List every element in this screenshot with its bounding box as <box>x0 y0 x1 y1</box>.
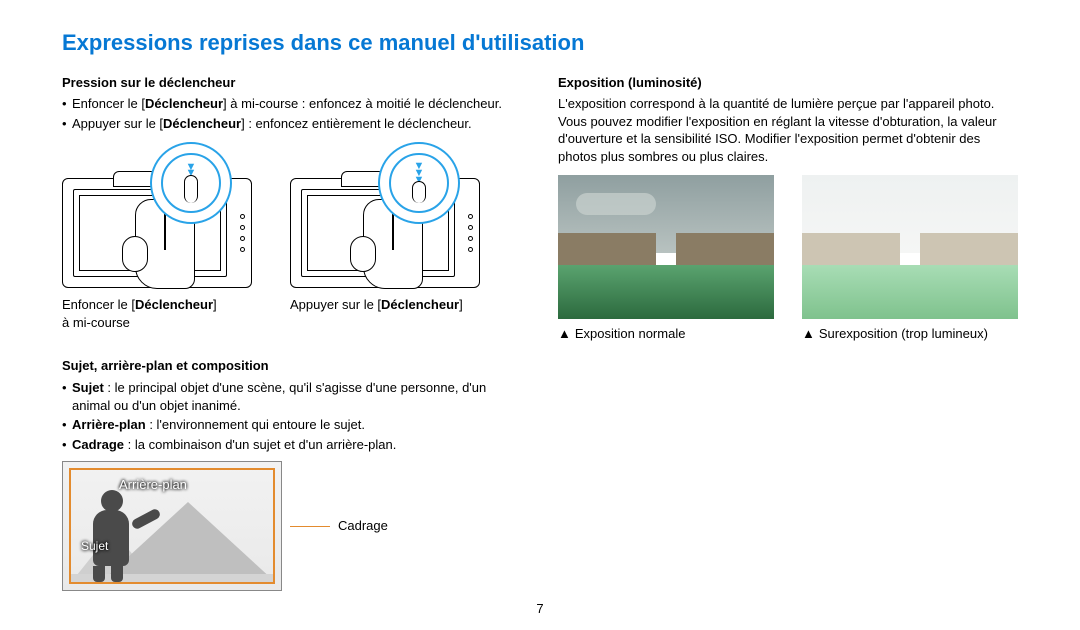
label-sujet: Sujet <box>81 538 108 554</box>
text: ] <box>213 297 217 312</box>
bold: Déclencheur <box>145 96 223 111</box>
comp-item-cadrage: Cadrage : la combinaison d'un sujet et d… <box>62 436 518 454</box>
page: Expressions reprises dans ce manuel d'ut… <box>0 0 1080 630</box>
composition-image: Arrière-plan Sujet <box>62 461 282 591</box>
text: ] à mi-course : enfoncez à moitié le déc… <box>223 96 502 111</box>
caption-normal: ▲ Exposition normale <box>558 325 774 343</box>
text: Enfoncer le [ <box>62 297 135 312</box>
text: Enfoncer le [ <box>72 96 145 111</box>
text: ] : enfoncez entièrement le déclencheur. <box>241 116 472 131</box>
triangle-icon: ▲ <box>802 325 815 343</box>
text: : le principal objet d'une scène, qu'il … <box>72 380 486 413</box>
bold: Sujet <box>72 380 104 395</box>
exposure-images: ▲ Exposition normale ▲ Surexposition (trop… <box>558 175 1018 343</box>
shutter-heading: Pression sur le déclencheur <box>62 74 518 92</box>
highlight-circle-icon: ▼▼ <box>150 142 232 224</box>
right-column: Exposition (luminosité) L'exposition cor… <box>558 74 1018 610</box>
left-column: Pression sur le déclencheur Enfoncer le … <box>62 74 518 610</box>
highlight-circle-icon: ▼▼▼ <box>378 142 460 224</box>
text: Appuyer sur le [ <box>290 297 381 312</box>
exposure-heading: Exposition (luminosité) <box>558 74 1018 92</box>
text: Surexposition (trop lumineux) <box>819 326 988 341</box>
caption-full: Appuyer sur le [Déclencheur] <box>290 296 490 314</box>
text: Appuyer sur le [ <box>72 116 163 131</box>
leader-line-icon <box>290 526 330 527</box>
camera-figure-full: ▼▼▼ Appuyer sur le [Déclencheur] <box>290 142 490 331</box>
caption-half: Enfoncer le [Déclencheur] à mi-course <box>62 296 262 331</box>
text: : l'environnement qui entoure le sujet. <box>146 417 365 432</box>
comp-item-sujet: Sujet : le principal objet d'une scène, … <box>62 379 518 414</box>
composition-section: Sujet, arrière-plan et composition Sujet… <box>62 357 518 591</box>
label-cadrage: Cadrage <box>338 517 388 535</box>
text: à mi-course <box>62 315 130 330</box>
label-arriere-plan: Arrière-plan <box>119 476 187 494</box>
camera-figures: ▼▼ Enfoncer le [Déclencheur] à mi-course <box>62 142 518 331</box>
comp-list: Sujet : le principal objet d'une scène, … <box>62 379 518 453</box>
camera-illustration: ▼▼▼ <box>290 142 490 292</box>
photo-normal <box>558 175 774 319</box>
exposure-normal: ▲ Exposition normale <box>558 175 774 343</box>
caption-over: ▲ Surexposition (trop lumineux) <box>802 325 1018 343</box>
shutter-item-1: Enfoncer le [Déclencheur] à mi-course : … <box>62 95 518 113</box>
shutter-item-2: Appuyer sur le [Déclencheur] : enfoncez … <box>62 115 518 133</box>
camera-illustration: ▼▼ <box>62 142 262 292</box>
exposure-over: ▲ Surexposition (trop lumineux) <box>802 175 1018 343</box>
shutter-list: Enfoncer le [Déclencheur] à mi-course : … <box>62 95 518 132</box>
text: Exposition normale <box>575 326 686 341</box>
page-number: 7 <box>536 600 543 618</box>
camera-figure-half: ▼▼ Enfoncer le [Déclencheur] à mi-course <box>62 142 262 331</box>
triangle-icon: ▲ <box>558 325 571 343</box>
bold: Déclencheur <box>163 116 241 131</box>
composition-figure: Arrière-plan Sujet Cadrage <box>62 461 518 591</box>
page-title: Expressions reprises dans ce manuel d'ut… <box>62 28 1018 58</box>
comp-heading: Sujet, arrière-plan et composition <box>62 357 518 375</box>
bold: Déclencheur <box>381 297 459 312</box>
bold: Arrière-plan <box>72 417 146 432</box>
text: : la combinaison d'un sujet et d'un arri… <box>124 437 396 452</box>
comp-item-arriere: Arrière-plan : l'environnement qui entou… <box>62 416 518 434</box>
bold: Déclencheur <box>135 297 213 312</box>
columns: Pression sur le déclencheur Enfoncer le … <box>62 74 1018 610</box>
text: ] <box>459 297 463 312</box>
exposure-paragraph: L'exposition correspond à la quantité de… <box>558 95 1018 165</box>
bold: Cadrage <box>72 437 124 452</box>
photo-overexposed <box>802 175 1018 319</box>
